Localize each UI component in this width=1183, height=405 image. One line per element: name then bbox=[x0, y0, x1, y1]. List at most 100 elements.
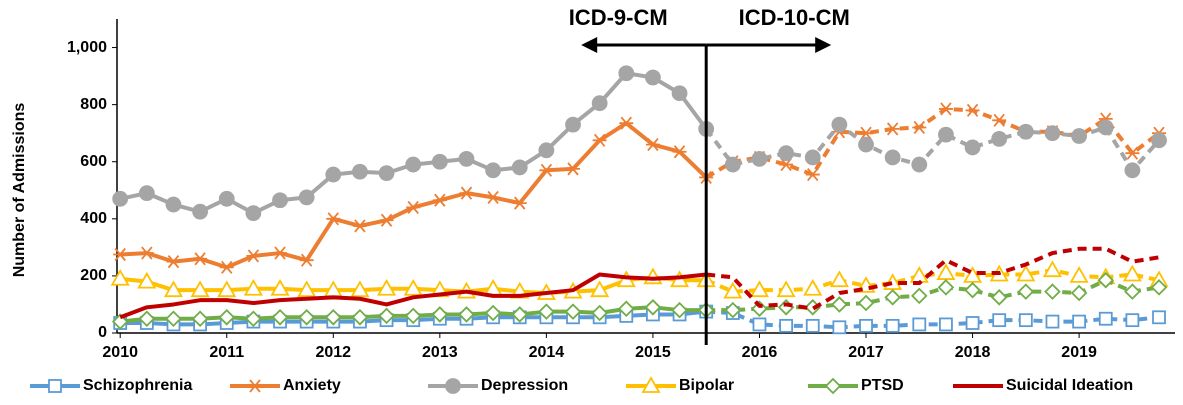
x-tick-label: 2014 bbox=[529, 344, 565, 361]
arrow-head bbox=[581, 37, 598, 53]
marker bbox=[565, 116, 581, 133]
marker bbox=[299, 253, 314, 267]
marker bbox=[566, 162, 581, 176]
marker bbox=[1125, 146, 1140, 160]
marker bbox=[911, 287, 928, 305]
marker bbox=[858, 136, 874, 153]
marker bbox=[992, 113, 1007, 127]
marker bbox=[672, 145, 687, 159]
marker bbox=[403, 278, 423, 296]
marker bbox=[538, 303, 555, 320]
marker bbox=[803, 278, 823, 296]
marker bbox=[752, 317, 767, 332]
marker bbox=[219, 260, 234, 274]
marker bbox=[723, 281, 743, 299]
marker bbox=[271, 309, 289, 326]
y-tick-label: 0 bbox=[98, 324, 107, 341]
marker bbox=[939, 317, 953, 332]
marker bbox=[352, 219, 367, 233]
marker bbox=[245, 205, 262, 222]
marker bbox=[1122, 264, 1142, 282]
legend-label: Depression bbox=[481, 377, 568, 394]
annotation-label: ICD-9-CM bbox=[569, 5, 668, 30]
marker bbox=[938, 126, 954, 143]
marker bbox=[964, 139, 981, 156]
marker bbox=[484, 304, 502, 322]
marker bbox=[1018, 313, 1033, 328]
marker bbox=[1152, 310, 1166, 325]
marker bbox=[857, 294, 875, 312]
marker bbox=[831, 296, 848, 313]
y-tick-label: 200 bbox=[80, 267, 107, 284]
marker bbox=[618, 300, 635, 318]
marker bbox=[139, 246, 154, 260]
marker bbox=[431, 153, 448, 170]
marker bbox=[1042, 260, 1063, 278]
marker bbox=[1016, 264, 1036, 282]
marker bbox=[511, 306, 529, 323]
x-tick-label: 2011 bbox=[209, 344, 244, 361]
marker bbox=[486, 190, 501, 204]
marker bbox=[824, 377, 842, 395]
arrow-head bbox=[815, 37, 832, 53]
series-line bbox=[706, 309, 1160, 330]
marker bbox=[751, 300, 768, 318]
marker bbox=[445, 378, 461, 394]
marker bbox=[458, 306, 475, 323]
marker bbox=[378, 307, 395, 325]
marker bbox=[724, 301, 742, 319]
marker bbox=[298, 309, 315, 326]
marker bbox=[243, 278, 263, 296]
series-line bbox=[705, 106, 1161, 180]
marker bbox=[991, 130, 1008, 147]
marker bbox=[379, 213, 394, 227]
marker bbox=[138, 310, 156, 327]
marker bbox=[990, 289, 1008, 306]
marker bbox=[884, 149, 901, 166]
marker bbox=[377, 278, 397, 296]
x-tick-label: 2016 bbox=[742, 344, 778, 361]
marker bbox=[431, 306, 449, 323]
marker bbox=[325, 166, 342, 183]
legend-label: Bipolar bbox=[679, 377, 734, 394]
marker bbox=[110, 268, 130, 286]
marker bbox=[911, 156, 928, 173]
marker bbox=[564, 303, 582, 320]
marker bbox=[1150, 279, 1168, 296]
marker bbox=[671, 85, 688, 102]
series-line bbox=[705, 246, 1160, 311]
marker bbox=[1098, 311, 1113, 326]
marker bbox=[190, 280, 210, 298]
y-tick-label: 400 bbox=[80, 210, 107, 227]
marker bbox=[965, 103, 980, 117]
series-line bbox=[704, 122, 1161, 173]
marker bbox=[724, 156, 741, 173]
series-line bbox=[119, 71, 708, 216]
marker bbox=[831, 116, 848, 133]
marker bbox=[751, 150, 768, 167]
marker bbox=[298, 189, 315, 206]
marker bbox=[325, 309, 342, 326]
marker bbox=[459, 186, 474, 200]
marker bbox=[591, 304, 608, 322]
marker bbox=[777, 299, 795, 316]
marker bbox=[912, 120, 927, 135]
marker bbox=[804, 149, 821, 166]
marker bbox=[805, 167, 820, 182]
marker bbox=[246, 249, 261, 263]
y-axis-label: Number of Admissions bbox=[11, 103, 28, 278]
marker bbox=[326, 212, 341, 226]
y-tick-label: 800 bbox=[80, 96, 107, 113]
x-tick-label: 2012 bbox=[315, 344, 351, 361]
marker bbox=[1097, 271, 1115, 289]
marker bbox=[1070, 284, 1088, 302]
marker bbox=[885, 318, 900, 333]
marker bbox=[378, 165, 395, 182]
marker bbox=[912, 317, 927, 332]
annotation-label: ICD-10-CM bbox=[739, 5, 850, 30]
marker bbox=[350, 280, 370, 298]
marker bbox=[1069, 266, 1089, 283]
marker bbox=[297, 280, 317, 298]
marker bbox=[963, 266, 983, 283]
marker bbox=[964, 281, 981, 299]
